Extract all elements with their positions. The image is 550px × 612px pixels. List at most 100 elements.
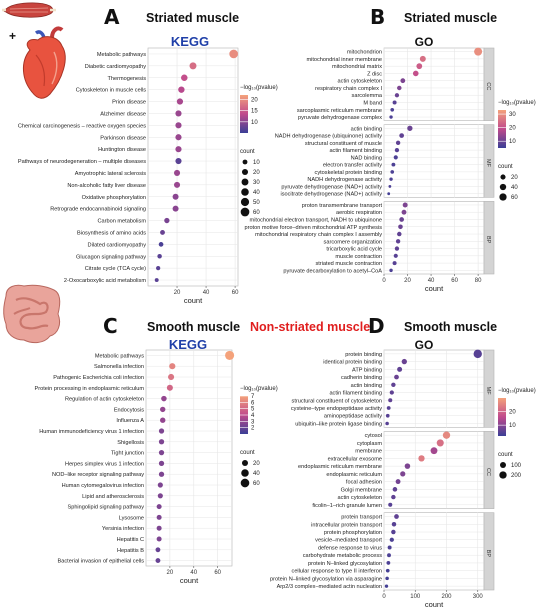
plot-frame [145,349,233,567]
data-point [168,373,175,381]
heart-icon [23,26,66,99]
data-point [390,170,395,174]
category-label: pyruvate dehydrogenase complex [298,115,382,121]
x-tick-label: 60 [232,290,239,296]
size-legend-label: 40 [253,471,260,477]
data-point [385,413,390,418]
color-tick-label: 5 [251,407,255,413]
category-label: aminopeptidase activity [324,414,382,420]
x-tick-label: 300 [473,594,484,600]
data-point [391,382,396,388]
color-tick-label: 20 [251,97,258,103]
x-axis-label: count [180,576,199,585]
chart-title: GO [415,338,434,352]
category-label: Bacterial invasion of epithelial cells [58,559,145,565]
category-label: ubiquitin–like protein ligase binding [295,421,382,427]
intestine-icon [3,284,61,344]
category-label: Salmonella infection [94,364,144,370]
category-label: Endocytosis [114,407,144,413]
category-label: cytosol [365,433,382,439]
color-tick-label: 10 [509,423,516,429]
category-label: membrane [355,449,382,455]
category-label: Sphingolipid signaling pathway [67,505,144,511]
panel-letter-c: C [103,314,118,338]
category-label: vesicle–mediated transport [315,538,382,544]
data-point [160,417,166,423]
data-point [399,217,404,222]
data-point [397,231,402,237]
category-label: cytoskeletal protein binding [315,170,382,176]
size-legend-label: 40 [511,185,518,191]
category-label: aerobic respiration [336,210,382,216]
category-label: electron transfer activity [323,163,382,169]
data-point [389,390,394,395]
x-axis-label: count [184,296,203,305]
plot-frame [147,47,239,287]
category-label: Amyotrophic lateral sclerosis [75,171,146,177]
data-point [393,253,398,258]
category-label: endoplasmic reticulum membrane [298,464,382,470]
category-label: proton transmembrane transport [302,203,383,209]
x-tick-label: 20 [404,278,411,284]
category-label: mitochondrial inner membrane [306,57,382,63]
facet-strip [483,47,495,121]
size-legend-label: 20 [253,170,260,176]
data-point [386,406,391,410]
data-point [394,147,400,153]
size-legend-label: 200 [511,473,522,479]
color-bar [498,110,506,148]
data-point [158,242,164,247]
size-legend-label: 30 [253,180,260,186]
data-point [387,553,391,558]
data-point [401,358,407,365]
category-label: NOD–like receptor signaling pathway [52,472,144,478]
data-point [154,278,159,283]
data-point [175,146,182,153]
chart-panel-a: KEGG Metabolic pathways Diabetic cardiomyo… [18,34,278,305]
category-label: mitochondrial electron transport, NADH t… [250,218,382,224]
category-label: actin filament binding [329,148,382,154]
facet-label: BP [485,550,491,558]
data-point [418,455,425,462]
panel-letter-a: A [104,5,120,29]
color-tick-label: 20 [509,126,516,132]
heading-b: Striated muscle [404,11,497,25]
category-label: protein transport [341,515,382,521]
category-label: sarcoplasmic reticulum membrane [297,108,382,114]
category-label: ATP binding [352,367,382,373]
heading-c: Smooth muscle [147,320,240,334]
category-label: Arp2/3 complex–mediated actin nucleation [277,584,382,590]
category-label: Pathogenic Escherichia coli infection [53,375,144,381]
data-point [166,384,173,391]
facet-label: MF [485,387,491,396]
category-label: Diabetic cardiomyopathy [85,64,146,70]
data-point [392,261,397,266]
facet-strip [483,349,495,428]
x-tick-label: 80 [475,278,482,284]
category-label: mitochondrion [347,50,382,56]
data-point [398,224,403,230]
size-legend-label: 10 [253,160,260,166]
category-label: Yersinia infection [102,526,144,532]
category-label: actin cytoskeleton [338,495,382,501]
data-point [176,98,184,105]
color-tick-label: 10 [251,120,258,126]
category-label: pyruvate decarboxylation to acetyl–CoA [283,268,382,274]
size-legend-dot [499,183,507,191]
category-label: Protein processing in endoplasmic reticu… [35,386,145,392]
category-label: isocitrate dehydrogenase (NAD+) activity [280,192,382,198]
category-label: ficolin–1–rich granule lumen [312,503,382,509]
data-point [155,547,161,553]
category-label: Metabolic pathways [95,353,144,359]
facet-strip [483,431,495,509]
color-legend-title: −log₁₀(pvalue) [498,388,536,394]
charts-layer: KEGG Metabolic pathways Diabetic cardiomyo… [18,34,536,609]
facet-mf: protein binding identical protein binding… [291,349,495,428]
facet-strip [483,124,495,198]
size-legend-label: 20 [511,175,518,181]
facet-label: CC [485,82,491,90]
data-point [389,268,393,273]
size-legend-dot [499,471,507,479]
